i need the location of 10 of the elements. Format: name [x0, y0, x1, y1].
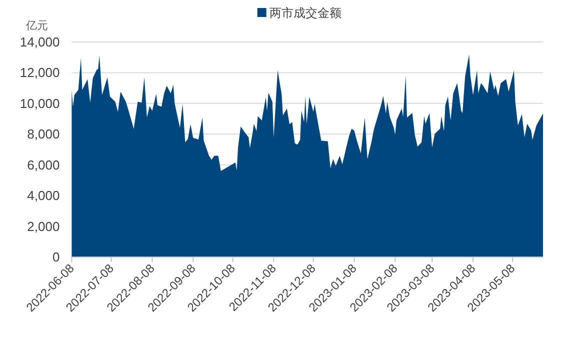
y-tick-label: 6,000 [27, 157, 60, 172]
y-tick-label: 12,000 [20, 65, 60, 80]
y-axis-title: 亿元 [25, 20, 48, 32]
y-tick-label: 8,000 [27, 126, 60, 142]
y-tick-label: 2,000 [27, 218, 60, 234]
legend-label: 两市成交金额 [269, 6, 342, 20]
y-tick-label: 14,000 [20, 34, 60, 50]
y-tick-label: 0 [52, 250, 60, 264]
y-tick-label: 10,000 [20, 96, 60, 111]
y-tick-label: 4,000 [27, 188, 60, 204]
